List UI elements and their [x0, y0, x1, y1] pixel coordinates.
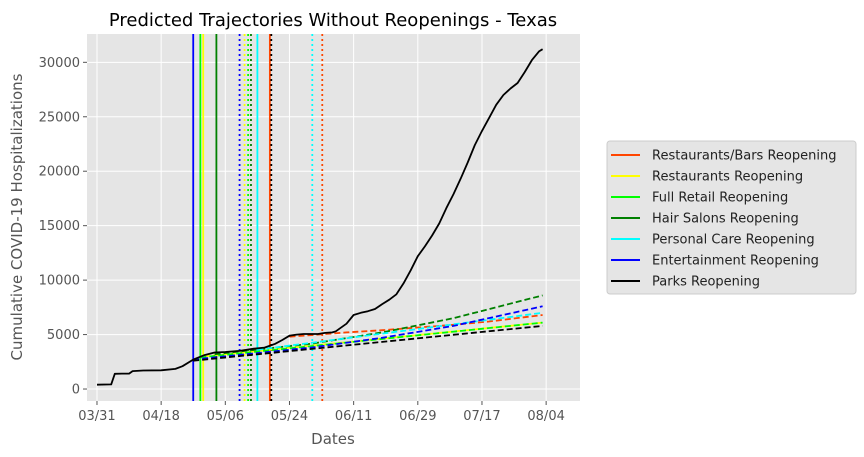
- x-tick-labels: 03/31 04/18 05/06 05/24 06/11 06/29 07/17 08/04: [78, 401, 565, 424]
- y-tick-label: 5000: [47, 328, 80, 343]
- x-tick-label: 07/17: [463, 409, 500, 424]
- predicted-series-line: [193, 305, 543, 361]
- x-tick-label: 04/18: [142, 409, 179, 424]
- actual-series-line: [96, 48, 544, 386]
- legend-label: Hair Salons Reopening: [652, 212, 799, 227]
- legend-box: [606, 140, 857, 295]
- y-tick-label: 30000: [39, 56, 80, 71]
- predicted-series-line: [257, 311, 543, 351]
- legend-label: Restaurants/Bars Reopening: [652, 149, 836, 164]
- grid: [87, 34, 580, 401]
- x-tick-label: 03/31: [78, 409, 115, 424]
- x-tick-label: 08/04: [527, 409, 564, 424]
- predicted-series-line: [193, 325, 543, 362]
- legend-label: Parks Reopening: [652, 275, 760, 290]
- x-axis-label: Dates: [311, 430, 355, 448]
- y-tick-labels: 0 5000 10000 15000 20000 25000 30000: [39, 56, 87, 398]
- predicted-series-line: [289, 314, 543, 338]
- predicted-series-line: [200, 321, 543, 359]
- legend-label: Entertainment Reopening: [652, 254, 819, 269]
- x-tick-label: 06/29: [399, 409, 436, 424]
- chart-title: Predicted Trajectories Without Reopening…: [109, 10, 557, 31]
- y-tick-label: 15000: [39, 219, 80, 234]
- reopening-event-lines: [192, 34, 324, 401]
- series-lines: [96, 48, 544, 386]
- legend-label: Full Retail Reopening: [652, 191, 788, 206]
- legend-label: Personal Care Reopening: [652, 233, 815, 248]
- x-tick-label: 06/11: [335, 409, 372, 424]
- legend-label: Restaurants Reopening: [652, 170, 803, 185]
- legend: Restaurants/Bars Reopening Restaurants Re…: [606, 140, 857, 295]
- x-tick-label: 05/06: [207, 409, 244, 424]
- predicted-series-line: [203, 321, 543, 358]
- x-tick-label: 05/24: [271, 409, 308, 424]
- y-tick-label: 10000: [39, 274, 80, 289]
- y-tick-label: 0: [72, 383, 80, 398]
- y-tick-label: 25000: [39, 110, 80, 125]
- y-tick-label: 20000: [39, 165, 80, 180]
- y-axis-label: Cumulative COVID-19 Hospitalizations: [8, 73, 26, 360]
